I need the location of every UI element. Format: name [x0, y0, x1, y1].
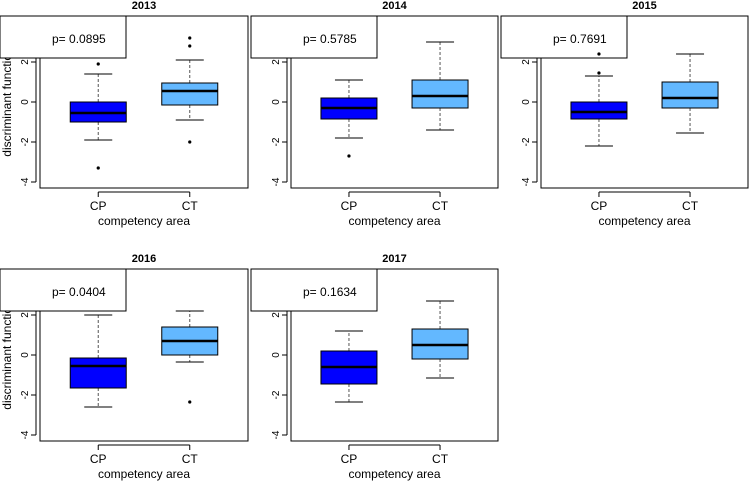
box-CT [661, 53, 719, 134]
y-axis-label: discriminant function [0, 47, 14, 156]
y-tick-label: -2 [20, 390, 31, 399]
x-tick-label-CT: CT [182, 452, 199, 466]
box-CP [69, 62, 127, 170]
outlier-point [597, 71, 601, 75]
chart-title: 2014 [382, 0, 407, 12]
plot-frame [39, 15, 249, 189]
outlier-point [188, 400, 192, 404]
outlier-point [96, 62, 100, 66]
iqr-box [161, 82, 219, 106]
y-tick-label: 0 [521, 99, 532, 105]
outlier-point [188, 36, 192, 40]
x-axis-label: competency area [98, 214, 190, 228]
x-axis-label: competency area [348, 467, 440, 481]
box-CT [161, 36, 219, 144]
pvalue-label: p= 0.0404 [52, 285, 106, 299]
pvalue-box [0, 15, 127, 59]
x-tick-label-CT: CT [432, 452, 449, 466]
plot-frame [39, 268, 249, 442]
y-tick-label: 2 [20, 312, 31, 318]
pvalue-box [500, 15, 628, 59]
box-CP [320, 330, 378, 403]
y-tick-label: -4 [521, 177, 532, 186]
y-tick-label: 0 [271, 99, 282, 105]
y-tick-label: 2 [271, 59, 282, 65]
iqr-box [570, 101, 628, 120]
box-CP [320, 79, 378, 158]
pvalue-label: p= 0.1634 [303, 285, 357, 299]
x-tick-label-CT: CT [182, 199, 199, 213]
y-tick-label: 0 [271, 352, 282, 358]
chart-title: 2015 [632, 0, 656, 12]
pvalue-label: p= 0.0895 [52, 32, 106, 46]
plot-frame [290, 15, 499, 189]
y-tick-label: 2 [271, 312, 282, 318]
outlier-point [188, 140, 192, 144]
x-tick-label-CP: CP [591, 199, 608, 213]
pvalue-label: p= 0.5785 [303, 32, 357, 46]
box-CT [161, 310, 219, 404]
outlier-point [188, 44, 192, 48]
x-axis-label: competency area [348, 214, 440, 228]
x-tick-label-CP: CP [90, 452, 107, 466]
y-tick-label: -4 [20, 177, 31, 186]
x-axis-label: competency area [98, 467, 190, 481]
box-CP [69, 314, 127, 408]
panel-2013: 2013-4-2024discriminant functionCPCTcomp… [0, 0, 249, 228]
pvalue-box [0, 268, 127, 312]
y-tick-label: -2 [521, 137, 532, 146]
pvalue-box [250, 15, 378, 59]
y-tick-label: 2 [521, 59, 532, 65]
chart-title: 2017 [382, 253, 406, 265]
outlier-point [597, 52, 601, 56]
pvalue-box [250, 268, 378, 312]
x-axis-label: competency area [598, 214, 690, 228]
box-CT [411, 300, 469, 379]
x-tick-label-CT: CT [682, 199, 699, 213]
outlier-point [96, 166, 100, 170]
y-axis-label: discriminant function [0, 300, 14, 409]
y-tick-label: -4 [20, 430, 31, 439]
y-tick-label: -2 [20, 137, 31, 146]
iqr-box [661, 81, 719, 109]
y-tick-label: 2 [20, 59, 31, 65]
box-CT [411, 41, 469, 131]
x-tick-label-CT: CT [432, 199, 449, 213]
y-tick-label: -4 [271, 430, 282, 439]
chart-title: 2013 [132, 0, 156, 12]
panel-2016: 2016-4-2024discriminant functionCPCTcomp… [0, 253, 249, 481]
iqr-box [69, 357, 127, 389]
pvalue-label: p= 0.7691 [553, 32, 607, 46]
x-tick-label-CP: CP [341, 452, 358, 466]
y-tick-label: -4 [271, 177, 282, 186]
plot-frame [540, 15, 749, 189]
y-tick-label: -2 [271, 137, 282, 146]
box-CP [570, 52, 628, 147]
x-tick-label-CP: CP [341, 199, 358, 213]
outlier-point [347, 154, 351, 158]
iqr-box [411, 79, 469, 109]
chart-title: 2016 [132, 253, 156, 265]
y-tick-label: -2 [271, 390, 282, 399]
y-tick-label: 0 [20, 352, 31, 358]
x-tick-label-CP: CP [90, 199, 107, 213]
y-tick-label: 0 [20, 99, 31, 105]
plot-frame [290, 268, 499, 442]
